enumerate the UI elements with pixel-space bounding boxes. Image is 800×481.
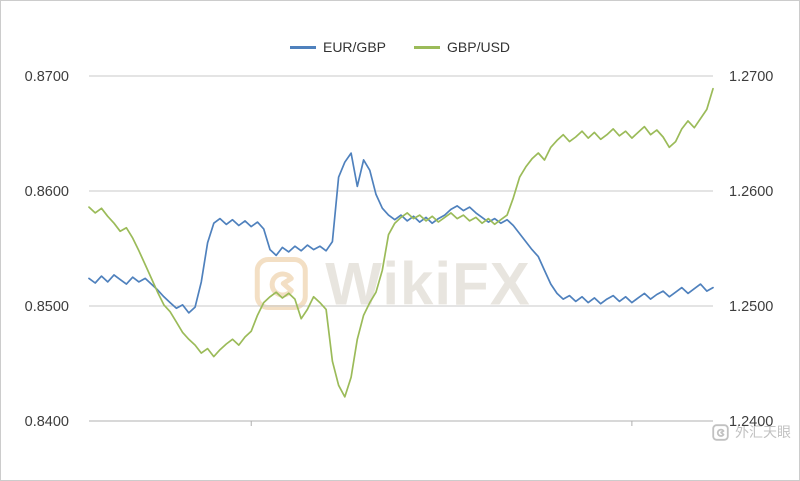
legend-item-eur-gbp: EUR/GBP [289,39,386,55]
right-axis-tick-label: 1.2600 [729,184,773,200]
series-line-gbp-usd [88,87,714,398]
right-axis-tick-label: 1.2700 [729,69,773,85]
legend-swatch [414,45,440,49]
series-line-eur-gbp [88,152,714,314]
legend-label: GBP/USD [447,39,511,55]
right-axis-tick-label: 1.2500 [729,299,773,315]
left-axis-tick-label: 0.8700 [25,69,69,85]
left-axis-tick-label: 0.8400 [25,414,69,430]
right-axis-tick-label: 1.2400 [729,414,773,430]
legend-item-gbp-usd: GBP/USD [414,39,510,55]
left-axis-tick-label: 0.8500 [25,299,69,315]
legend-label: EUR/GBP [322,39,386,55]
chart-legend: EUR/GBP GBP/USD [1,39,799,55]
left-axis-tick-label: 0.8600 [25,184,69,200]
legend-swatch [289,45,316,49]
